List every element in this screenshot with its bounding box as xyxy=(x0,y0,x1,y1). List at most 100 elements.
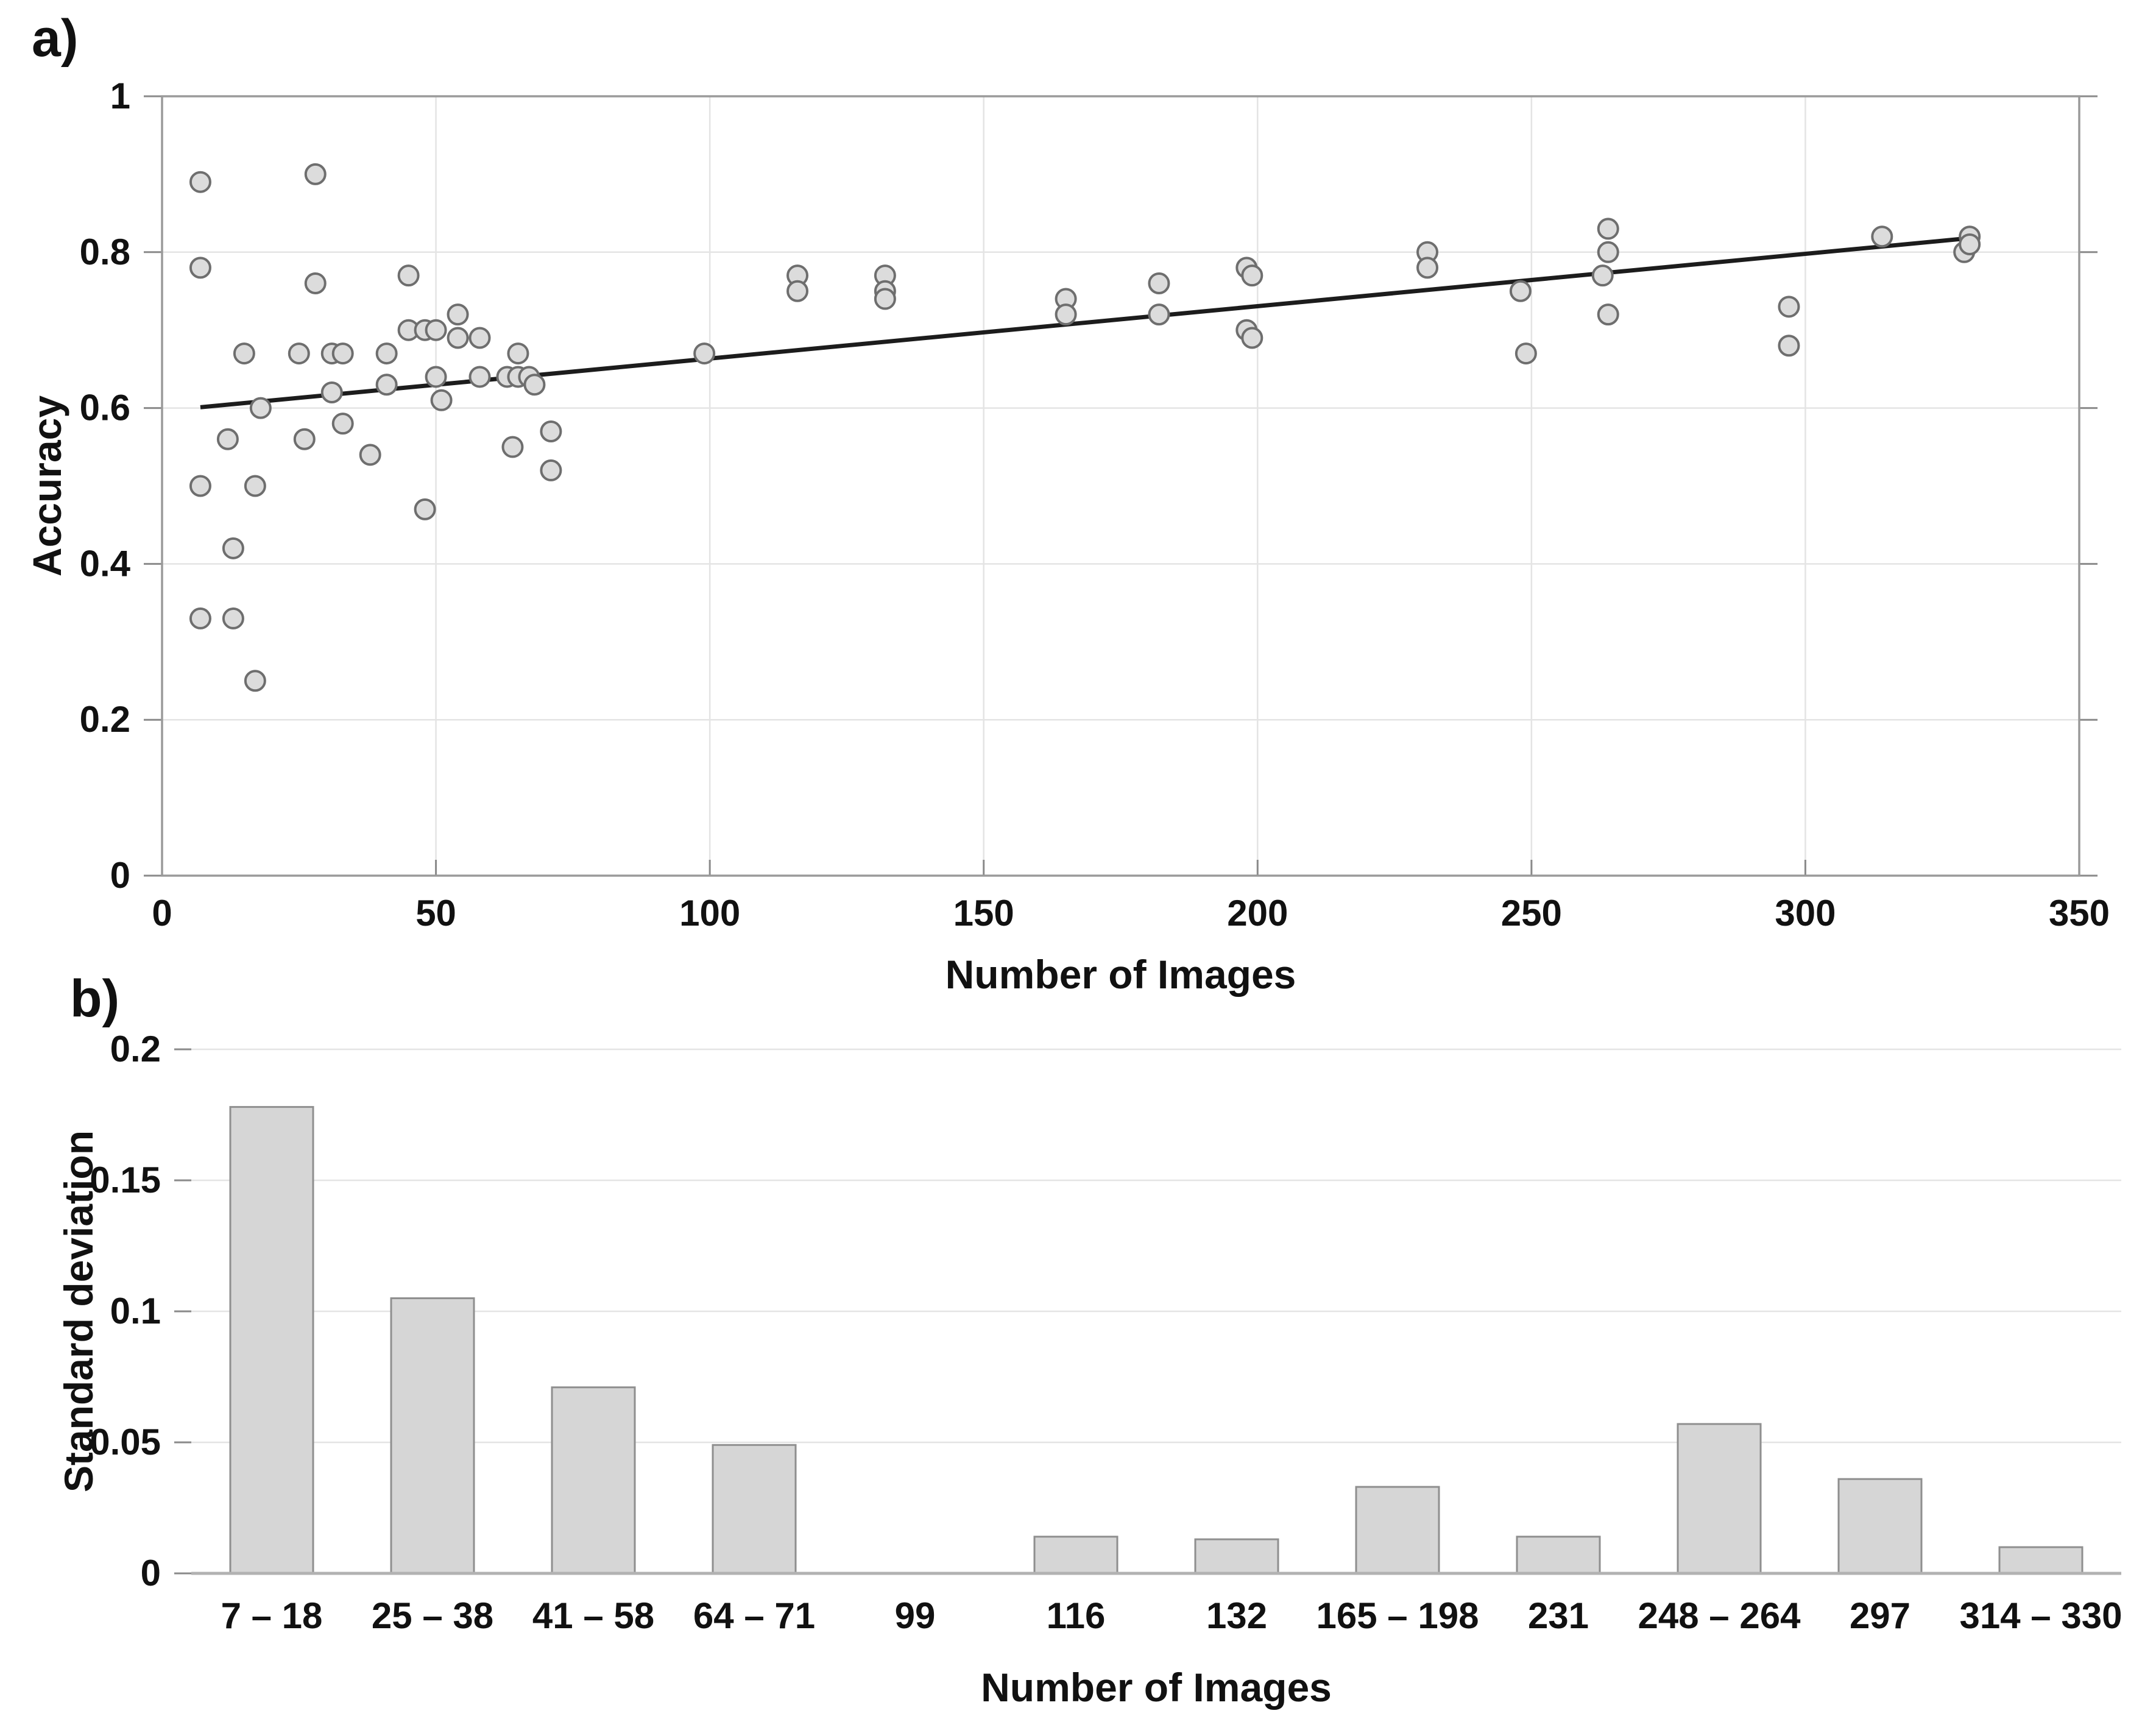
scatter-point xyxy=(1778,335,1800,357)
scatter-point xyxy=(233,342,255,365)
bar xyxy=(1033,1536,1119,1575)
scatter-point xyxy=(189,257,211,279)
category-label: 231 xyxy=(1528,1595,1589,1636)
panel-a-y-axis-title: Accuracy xyxy=(24,395,69,576)
bar xyxy=(1837,1478,1923,1575)
scatter-point xyxy=(222,607,244,629)
scatter-point xyxy=(222,537,244,559)
scatter-point xyxy=(540,459,562,481)
scatter-point xyxy=(189,171,211,193)
panel-a-y-tick-labels: 0 0.2 0.4 0.6 0.8 1 xyxy=(80,76,131,896)
scatter-point xyxy=(1055,303,1077,326)
scatter-point xyxy=(244,670,266,692)
scatter-point xyxy=(1597,218,1619,240)
scatter-point xyxy=(1778,296,1800,318)
scatter-point xyxy=(468,327,491,349)
panel-a-plot-frame xyxy=(161,95,2080,877)
y-tick-label: 0.6 xyxy=(80,388,130,428)
scatter-point xyxy=(425,319,447,341)
y-tick-label: 0.1 xyxy=(110,1291,161,1331)
scatter-points xyxy=(189,163,1981,692)
scatter-point xyxy=(375,374,398,396)
scatter-point xyxy=(874,288,896,310)
panel-b: b) 0 0.05 0.1 0.15 0.2 7 – 18 25 – 38 41 – 58 6… xyxy=(56,969,2122,1710)
scatter-point xyxy=(507,342,529,365)
scatter-point xyxy=(414,498,436,520)
scatter-point xyxy=(216,428,239,450)
scatter-point xyxy=(304,163,327,185)
scatter-point xyxy=(293,428,316,450)
bar xyxy=(1677,1423,1762,1575)
category-label: 99 xyxy=(895,1595,936,1636)
panel-b-x-axis-title: Number of Images xyxy=(981,1665,1332,1710)
x-tick-label: 50 xyxy=(415,893,456,934)
scatter-point xyxy=(1241,327,1264,349)
scatter-point xyxy=(430,389,453,411)
bar xyxy=(712,1444,797,1575)
scatter-point xyxy=(1597,303,1619,326)
scatter-point xyxy=(288,342,310,365)
panel-a-gridlines xyxy=(162,96,2079,876)
scatter-point xyxy=(447,327,469,349)
bar xyxy=(229,1106,314,1575)
y-tick-label: 0.2 xyxy=(80,699,130,740)
scatter-point xyxy=(1515,342,1537,365)
x-tick-label: 250 xyxy=(1501,893,1562,934)
scatter-point xyxy=(1509,280,1532,302)
scatter-point xyxy=(540,420,562,442)
bar xyxy=(1998,1546,2084,1575)
x-tick-label: 100 xyxy=(679,893,740,934)
category-label: 25 – 38 xyxy=(372,1595,493,1636)
y-tick-label: 0.8 xyxy=(80,232,130,272)
scatter-point xyxy=(320,381,343,404)
category-label: 41 – 58 xyxy=(532,1595,654,1636)
bar xyxy=(1516,1536,1601,1575)
category-label: 132 xyxy=(1206,1595,1267,1636)
scatter-point xyxy=(1871,225,1893,248)
scatter-point xyxy=(331,342,354,365)
category-label: 297 xyxy=(1850,1595,1910,1636)
panel-a: a) 0 50 100 150 200 250 300 350 00.20.40.60.81 … xyxy=(24,9,2110,997)
x-tick-label: 150 xyxy=(953,893,1014,934)
panel-b-tick-marks xyxy=(174,1048,191,1575)
scatter-point xyxy=(447,303,469,326)
category-label: 7 – 18 xyxy=(221,1595,323,1636)
panel-a-x-axis-title: Number of Images xyxy=(945,952,1296,997)
panel-b-y-tick-labels: 0 0.05 0.1 0.15 0.2 xyxy=(90,1029,161,1593)
scatter-point xyxy=(304,272,327,294)
category-label: 314 – 330 xyxy=(1960,1595,2122,1636)
x-tick-label: 350 xyxy=(2049,893,2110,934)
scatter-point xyxy=(1148,272,1170,294)
scatter-point xyxy=(468,366,491,388)
scatter-point xyxy=(244,475,266,497)
scatter-point xyxy=(1416,257,1439,279)
category-label: 165 – 198 xyxy=(1317,1595,1479,1636)
scatter-point xyxy=(331,413,354,435)
category-label: 116 xyxy=(1047,1595,1106,1636)
panel-a-x-tick-labels: 0 50 100 150 200 250 300 350 xyxy=(152,893,2110,934)
scatter-point xyxy=(1148,303,1170,326)
panel-b-category-labels: 7 – 18 25 – 38 41 – 58 64 – 71 99 116 132 165 –… xyxy=(221,1595,2122,1636)
scatter-point xyxy=(249,397,272,419)
x-tick-label: 300 xyxy=(1775,893,1836,934)
scatter-point xyxy=(1597,241,1619,263)
bar xyxy=(1355,1486,1440,1575)
scatter-point xyxy=(786,280,809,302)
y-tick-label: 0.05 xyxy=(90,1422,161,1462)
y-tick-label: 0 xyxy=(110,855,130,896)
y-tick-label: 0 xyxy=(141,1553,161,1593)
category-label: 248 – 264 xyxy=(1638,1595,1801,1636)
x-tick-label: 200 xyxy=(1227,893,1288,934)
scatter-point xyxy=(1959,233,1981,256)
scatter-point xyxy=(1241,264,1264,287)
panel-b-gridlines xyxy=(191,1048,2121,1444)
bar xyxy=(1194,1538,1279,1575)
scatter-point xyxy=(501,436,524,458)
scatter-point xyxy=(189,607,211,629)
bar xyxy=(390,1297,475,1575)
scatter-point xyxy=(375,342,398,365)
panel-a-label: a) xyxy=(32,9,78,68)
scatter-point xyxy=(189,475,211,497)
